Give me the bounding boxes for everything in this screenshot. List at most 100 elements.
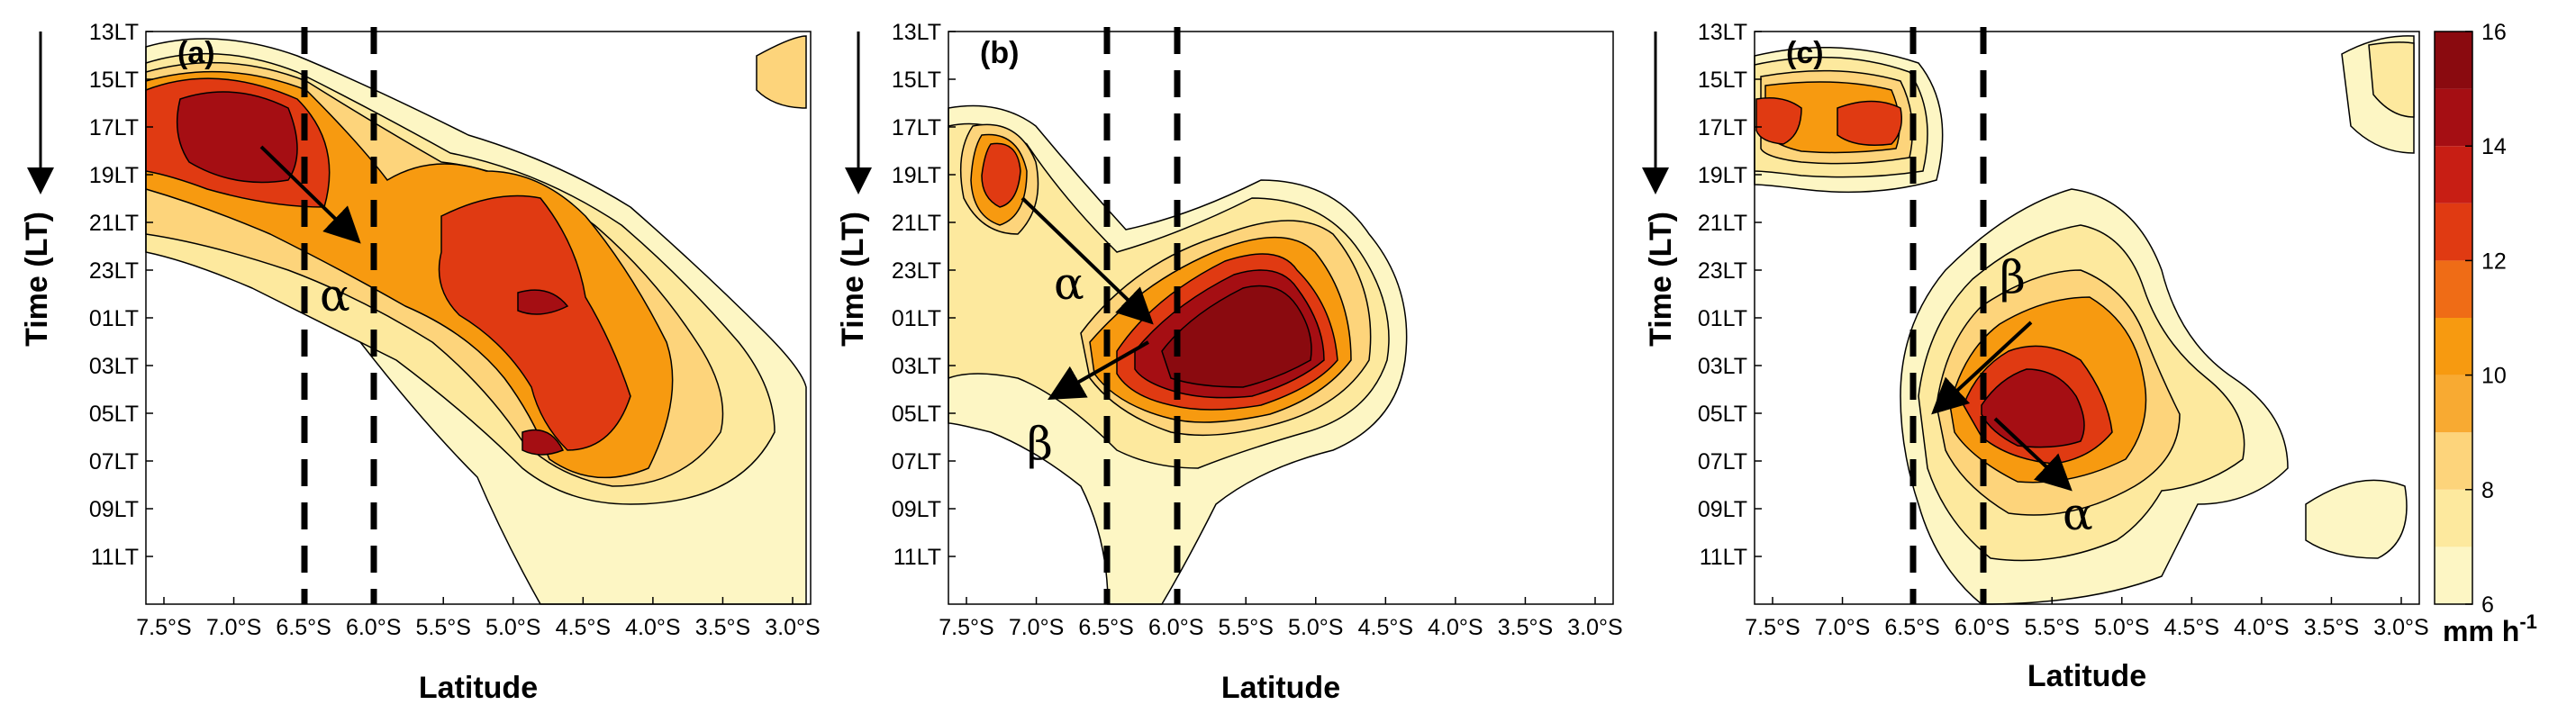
x-tick-label: 7.5°S	[1745, 615, 1800, 640]
panel-c-arrow-beta	[1931, 321, 2033, 415]
panel-c-letter: (c)	[1786, 36, 1824, 70]
x-tick-label: 5.0°S	[1288, 615, 1343, 640]
y-tick-label: 23LT	[892, 258, 941, 284]
colorbar-unit: mm h-1	[2443, 610, 2537, 647]
contour-12	[1755, 97, 1802, 145]
contour-12b	[438, 194, 631, 451]
y-tick-label: 15LT	[892, 68, 941, 93]
panel-c-xlabel: Latitude	[2027, 659, 2146, 693]
y-tick-label: 19LT	[892, 163, 941, 188]
colorbar-tick-label: 10	[2481, 364, 2507, 389]
panel-b-beta-label: β	[1027, 418, 1053, 470]
x-tick-label: 6.5°S	[1884, 615, 1939, 640]
y-tick-label: 05LT	[1698, 402, 1747, 427]
x-tick-label: 3.5°S	[2304, 615, 2359, 640]
panel-a-xlabel: Latitude	[419, 671, 538, 705]
panel-b-arrow-beta	[1048, 340, 1149, 400]
colorbar-tick-label: 14	[2481, 134, 2507, 159]
y-tick-label: 01LT	[1698, 306, 1747, 331]
y-tick-label: 21LT	[1698, 211, 1747, 236]
x-tick-label: 3.0°S	[2373, 615, 2428, 640]
panel-c-x-ticks: 7.5°S 7.0°S 6.5°S 6.0°S 5.5°S 5.0°S 4.5°S 4.0°S…	[1745, 597, 2429, 640]
x-tick-label: 7.0°S	[1815, 615, 1870, 640]
x-tick-label: 6.5°S	[276, 615, 331, 640]
colorbar-ticks: 6 8 10 12 14 16	[2465, 20, 2507, 618]
contour-14b	[517, 289, 569, 315]
panel-b-x-ticks: 7.5°S 7.0°S 6.5°S 6.0°S 5.5°S 5.0°S 4.5°S 4.0°S…	[939, 597, 1623, 640]
x-tick-label: 6.0°S	[1148, 615, 1203, 640]
colorbar-segment	[2435, 318, 2472, 375]
y-tick-label: 03LT	[1698, 354, 1747, 379]
y-tick-label: 13LT	[89, 20, 139, 45]
y-tick-label: 09LT	[892, 497, 941, 522]
panel-b-y-ticks: 13LT 15LT 17LT 19LT 21LT 23LT 01LT 03LT 05LT 07LT…	[892, 20, 956, 570]
contour-16	[1161, 285, 1312, 388]
x-tick-label: 4.5°S	[2164, 615, 2219, 640]
colorbar-segment	[2435, 32, 2472, 89]
panel-c-beta-label: β	[2000, 251, 2026, 303]
panel-a-letter: (a)	[177, 36, 215, 70]
y-tick-label: 21LT	[89, 211, 139, 236]
contour-12b	[1837, 100, 1902, 146]
panel-b-ylabel: Time (LT)	[836, 212, 870, 347]
x-tick-label: 3.0°S	[1567, 615, 1622, 640]
y-tick-label: 17LT	[1698, 115, 1747, 140]
y-tick-label: 07LT	[1698, 449, 1747, 474]
panel-c-arrow-alpha	[1993, 417, 2073, 492]
y-tick-label: 05LT	[892, 402, 941, 427]
y-tick-label: 13LT	[892, 20, 941, 45]
y-tick-label: 01LT	[89, 306, 139, 331]
y-tick-label: 23LT	[1698, 258, 1747, 284]
x-tick-label: 4.0°S	[1428, 615, 1483, 640]
y-tick-label: 07LT	[89, 449, 139, 474]
y-tick-label: 11LT	[1700, 545, 1747, 570]
y-tick-label: 09LT	[89, 497, 139, 522]
colorbar-segment	[2435, 547, 2472, 604]
x-tick-label: 7.5°S	[939, 615, 993, 640]
panel-b-alpha-label: α	[1054, 258, 1084, 310]
colorbar-segment	[2435, 203, 2472, 261]
x-tick-label: 7.0°S	[206, 615, 261, 640]
x-tick-label: 4.0°S	[2234, 615, 2289, 640]
contour-7c	[2368, 41, 2415, 118]
y-tick-label: 11LT	[91, 545, 139, 570]
y-tick-label: 23LT	[89, 258, 139, 284]
y-tick-label: 17LT	[89, 115, 139, 140]
colorbar-frame	[2434, 31, 2473, 605]
y-tick-label: 11LT	[893, 545, 941, 570]
y-tick-label: 15LT	[89, 68, 139, 93]
panel-a-alpha-label: α	[320, 269, 350, 321]
panel-a: α (a) 13LT 15LT 17LT 19LT 21LT 23LT 01LT 03LT 05…	[20, 20, 821, 705]
colorbar: 6 8 10 12 14 16 mm h-1	[2434, 20, 2537, 647]
panel-c-alpha-label: α	[2063, 488, 2093, 540]
colorbar-segment	[2435, 375, 2472, 433]
x-tick-label: 5.0°S	[2094, 615, 2149, 640]
panel-b-letter: (b)	[980, 36, 1019, 70]
contour-14c	[522, 429, 565, 456]
panel-c: β α (c) 13LT 15LT 17LT 19LT 21LT 23LT 01LT 03LT…	[1642, 20, 2429, 693]
x-tick-label: 6.0°S	[1955, 615, 2009, 640]
x-tick-label: 6.0°S	[346, 615, 401, 640]
colorbar-segment	[2435, 146, 2472, 203]
panel-c-ylabel: Time (LT)	[1644, 212, 1678, 347]
panel-b-xlabel: Latitude	[1221, 671, 1340, 705]
panel-a-ylabel: Time (LT)	[20, 212, 54, 347]
y-tick-label: 13LT	[1698, 20, 1747, 45]
y-tick-label: 19LT	[89, 163, 139, 188]
x-tick-label: 7.0°S	[1009, 615, 1064, 640]
panel-c-y-ticks: 13LT 15LT 17LT 19LT 21LT 23LT 01LT 03LT 05LT 07LT…	[1698, 20, 1762, 570]
x-tick-label: 5.0°S	[485, 615, 540, 640]
contour-6c	[2305, 479, 2408, 559]
x-tick-label: 7.5°S	[136, 615, 191, 640]
colorbar-tick-label: 12	[2481, 249, 2507, 274]
contour-12	[981, 142, 1021, 208]
panel-a-x-ticks: 7.5°S 7.0°S 6.5°S 6.0°S 5.5°S 5.0°S 4.5°S 4.0°S…	[136, 597, 821, 640]
panel-a-y-ticks: 13LT 15LT 17LT 19LT 21LT 23LT 01LT 03LT 05LT 07LT…	[89, 20, 153, 570]
x-tick-label: 4.0°S	[625, 615, 680, 640]
y-tick-label: 03LT	[89, 354, 139, 379]
colorbar-segment	[2435, 260, 2472, 318]
x-tick-label: 3.5°S	[1498, 615, 1553, 640]
y-tick-label: 03LT	[892, 354, 941, 379]
x-tick-label: 5.5°S	[1219, 615, 1274, 640]
x-tick-label: 3.5°S	[695, 615, 750, 640]
